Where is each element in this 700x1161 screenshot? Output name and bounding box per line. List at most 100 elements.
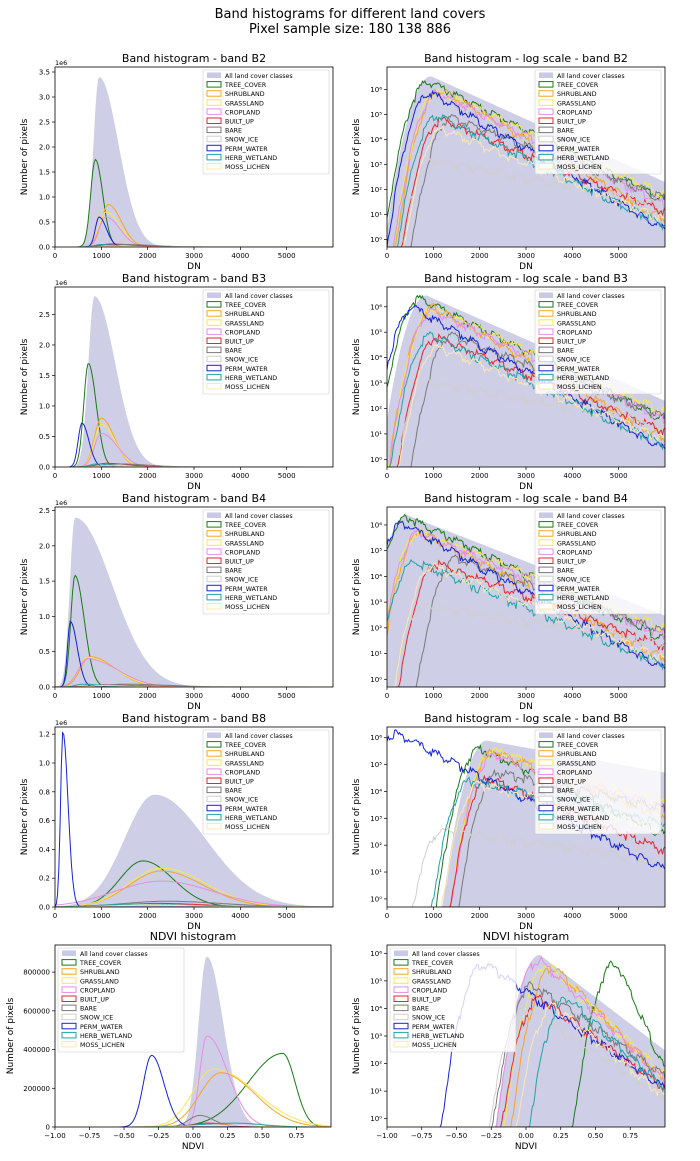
y-tick-label: 10¹	[370, 1088, 382, 1096]
legend-label-tree-cover: TREE_COVER	[79, 960, 122, 967]
panel-b2-log: Band histogram - log scale - band B2 0 100…	[350, 48, 690, 272]
legend-label-shrubland: SHRUBLAND	[557, 751, 597, 758]
legend-swatch-built-up	[206, 117, 222, 124]
x-tick-label: 1000	[424, 692, 442, 700]
legend-label-snow-ice: SNOW_ICE	[412, 1015, 445, 1022]
legend-swatch-cropland	[393, 986, 409, 993]
legend-swatch-cropland	[538, 328, 554, 335]
legend-swatch-snow-ice	[393, 1013, 409, 1021]
series-line-moss-lichen	[55, 685, 333, 687]
x-tick-label: 0.25	[220, 1132, 236, 1140]
legend-label-herb-wetland: HERB_WETLAND	[80, 1033, 132, 1040]
legend-label-shrubland: SHRUBLAND	[557, 91, 597, 98]
legend-swatch-all	[62, 950, 76, 956]
chart-b4-log: Band histogram - log scale - band B4 0 100…	[352, 492, 666, 712]
y-tick-label: 10³	[370, 161, 382, 169]
y-tick-label: 10⁵	[370, 977, 382, 985]
series-line-perm-water	[387, 89, 665, 247]
y-tick-label: 200000	[23, 1085, 50, 1093]
legend-label-grassland: GRASSLAND	[225, 760, 264, 767]
legend-label-tree-cover: TREE_COVER	[224, 82, 267, 89]
legend-swatch-perm-water	[393, 1022, 409, 1030]
legend-label-built-up: BUILT_UP	[225, 339, 254, 346]
legend-swatch-perm-water	[538, 364, 554, 372]
legend-swatch-moss-lichen	[206, 823, 222, 830]
legend-label-tree-cover: TREE_COVER	[556, 742, 599, 749]
panel-b3-log: Band histogram - log scale - band B3 0 100…	[350, 268, 690, 492]
y-tick-label: 10⁰	[370, 456, 382, 464]
legend-swatch-built-up	[206, 777, 222, 784]
legend-swatch-all	[539, 72, 553, 78]
series-line-shrubland	[387, 88, 665, 247]
y-tick-label: 2.5	[39, 311, 50, 319]
chart-title: NDVI histogram	[483, 930, 570, 943]
y-tick-label: 10⁵	[370, 761, 382, 769]
chart-title: Band histogram - band B2	[122, 52, 266, 65]
legend-label-cropland: CROPLAND	[557, 109, 592, 116]
chart-title: Band histogram - log scale - band B2	[424, 52, 628, 65]
legend-label-bare: BARE	[225, 348, 242, 355]
legend-label-all-land-cover-classes: All land cover classes	[225, 293, 293, 300]
panel-ndvi-linear: NDVI histogram −1.00 −0.75 −0.50 −0.25 0.00 0.…	[0, 928, 342, 1158]
legend-label-shrubland: SHRUBLAND	[80, 969, 120, 976]
legend-swatch-bare	[538, 566, 554, 574]
legend-frame	[389, 947, 517, 1053]
legend-label-shrubland: SHRUBLAND	[225, 91, 265, 98]
x-tick-label: 5000	[278, 252, 296, 260]
legend-swatch-tree-cover	[538, 521, 554, 528]
panel-b4-linear: Band histogram - band B4 0 1000 2000 3000 400…	[12, 488, 342, 712]
y-axis-label: Number of pixels	[352, 118, 362, 195]
legend-label-bare: BARE	[412, 1006, 429, 1013]
legend-label-bare: BARE	[557, 128, 574, 135]
legend-label-bare: BARE	[225, 568, 242, 575]
legend-label-snow-ice: SNOW_ICE	[225, 797, 258, 804]
legend: All land cover classes TREE_COVER SHRUBLAN…	[534, 729, 662, 835]
legend-swatch-shrubland	[206, 750, 222, 757]
legend-swatch-moss-lichen	[538, 823, 554, 830]
legend-swatch-perm-water	[538, 144, 554, 152]
y-tick-label: 1.2	[39, 731, 50, 739]
chart-title: Band histogram - band B4	[122, 492, 266, 505]
legend-swatch-cropland	[538, 768, 554, 775]
legend-swatch-perm-water	[61, 1022, 77, 1030]
legend-swatch-shrubland	[393, 968, 409, 975]
legend-label-bare: BARE	[225, 128, 242, 135]
y-tick-label: 1.0	[39, 402, 50, 410]
legend-swatch-built-up	[61, 995, 77, 1002]
y-tick-label: 1.0	[39, 613, 50, 621]
legend-swatch-herb-wetland	[538, 593, 554, 601]
legend-label-tree-cover: TREE_COVER	[556, 522, 599, 529]
chart-b8-linear: Band histogram - band B8 0 1000 2000 3000 400…	[20, 712, 334, 932]
chart-title: Band histogram - log scale - band B8	[424, 712, 628, 725]
y-tick-label: 0.0	[39, 464, 50, 472]
legend-label-all-land-cover-classes: All land cover classes	[225, 513, 293, 520]
series-line-herb-wetland	[387, 331, 665, 467]
legend-swatch-built-up	[393, 995, 409, 1002]
x-tick-label: 3000	[517, 912, 535, 920]
legend-swatch-perm-water	[206, 584, 222, 592]
series-area-all-land-cover	[55, 956, 331, 1127]
legend-label-snow-ice: SNOW_ICE	[225, 577, 258, 584]
legend-swatch-grassland	[206, 99, 222, 106]
legend-swatch-all	[539, 292, 553, 298]
legend-label-herb-wetland: HERB_WETLAND	[225, 595, 277, 602]
legend-swatch-herb-wetland	[538, 813, 554, 821]
legend-label-all-land-cover-classes: All land cover classes	[557, 73, 625, 80]
legend-label-cropland: CROPLAND	[225, 769, 260, 776]
legend-swatch-all	[539, 732, 553, 738]
legend-frame	[202, 509, 330, 615]
series-line-snow-ice	[387, 1003, 665, 1127]
legend-swatch-built-up	[538, 777, 554, 784]
legend-label-herb-wetland: HERB_WETLAND	[412, 1033, 464, 1040]
legend-label-built-up: BUILT_UP	[80, 997, 109, 1004]
plot-area	[387, 513, 665, 687]
suptitle-line-2: Pixel sample size: 180 138 886	[248, 22, 452, 37]
x-tick-label: 5000	[610, 692, 628, 700]
series-line-cropland	[55, 880, 333, 907]
y-tick-label: 10¹	[370, 211, 382, 219]
series-line-moss-lichen	[55, 245, 333, 247]
legend-swatch-perm-water	[206, 364, 222, 372]
legend-swatch-cropland	[61, 986, 77, 993]
legend-swatch-bare	[206, 786, 222, 794]
legend-swatch-all	[207, 72, 221, 78]
